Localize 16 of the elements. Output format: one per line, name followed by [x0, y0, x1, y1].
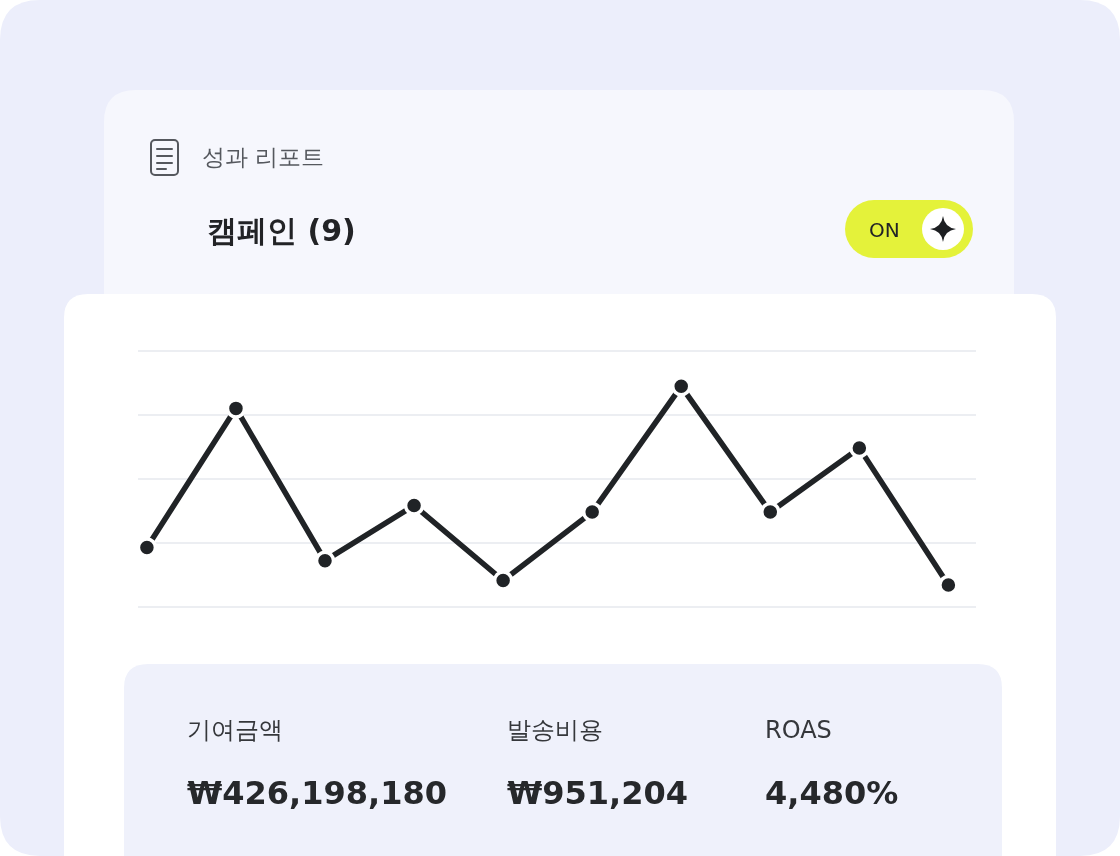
text: 발송비용 — [507, 716, 603, 744]
text: 4,480% — [765, 774, 899, 812]
chart-title: 성과 리포트 — [202, 144, 325, 170]
point — [581, 501, 603, 523]
chart-subtitle: 캠페인 (9) — [207, 213, 356, 248]
point — [403, 495, 425, 516]
point — [670, 376, 692, 397]
text: ₩426,198,180 — [187, 774, 447, 812]
point — [314, 550, 336, 571]
point — [492, 570, 514, 591]
point — [136, 537, 158, 558]
text: ON — [869, 218, 900, 242]
text: ₩951,204 — [507, 774, 689, 812]
text: ROAS — [765, 716, 832, 744]
point — [225, 398, 247, 419]
text: 기여금액 — [187, 716, 283, 744]
